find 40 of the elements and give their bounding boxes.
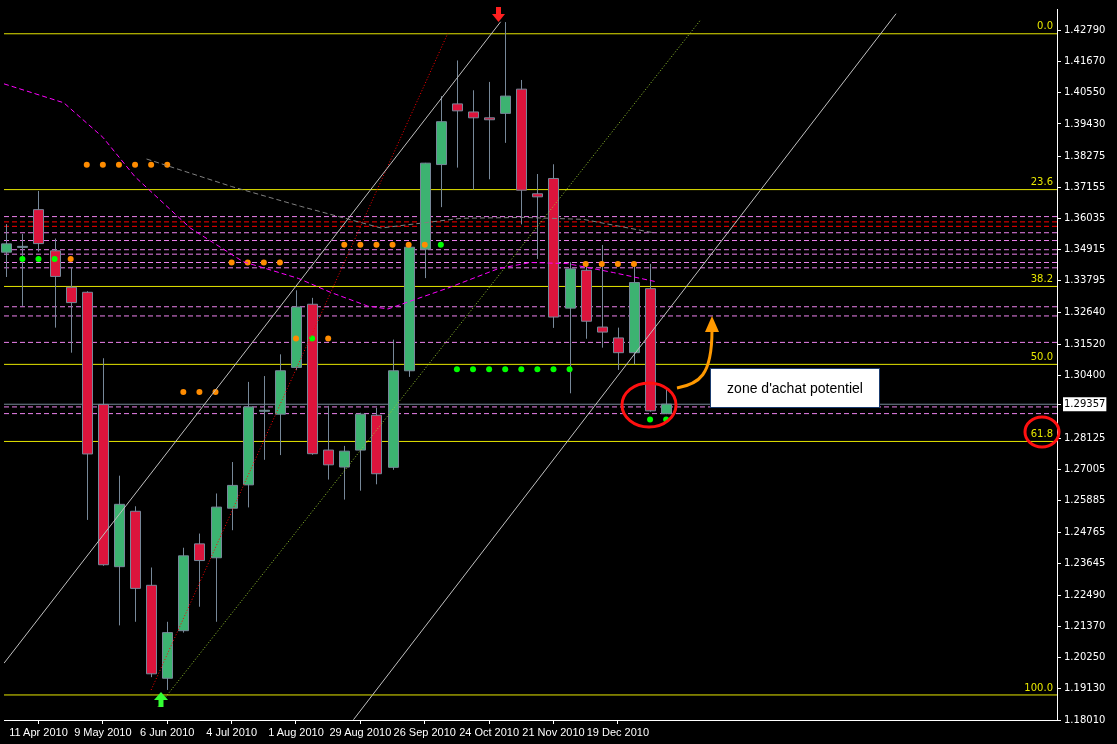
annotation: 100.0: [1024, 681, 1053, 693]
x-tick-label: 1 Aug 2010: [268, 725, 324, 738]
y-tick-label: 1.19130: [1064, 682, 1106, 694]
x-tick-label: 6 Jun 2010: [140, 725, 195, 738]
y-tick-label: 1.29357: [1064, 397, 1106, 409]
y-tick-label: 1.33795: [1064, 274, 1106, 286]
annotation: 50.0: [1030, 350, 1053, 362]
y-tick-label: 1.39430: [1064, 117, 1106, 129]
x-tick-label: 21 Nov 2010: [522, 725, 585, 738]
y-tick-label: 1.31520: [1064, 337, 1106, 349]
x-tick-label: 24 Oct 2010: [459, 725, 520, 738]
y-tick-label: 1.25885: [1064, 494, 1106, 506]
y-tick-label: 1.38275: [1064, 149, 1106, 161]
y-tick-label: 1.28125: [1064, 432, 1106, 444]
y-tick-label: 1.37155: [1064, 180, 1106, 192]
y-tick-label: 1.20250: [1064, 651, 1106, 663]
y-tick-label: 1.41670: [1064, 55, 1106, 67]
x-tick-label: 4 Jul 2010: [206, 725, 257, 738]
annotation: 23.6: [1030, 176, 1053, 188]
y-tick-label: 1.36035: [1064, 212, 1106, 223]
y-tick-label: 1.30400: [1064, 368, 1106, 380]
annotation: zone d'achat potentiel: [710, 368, 880, 408]
annotation: 38.2: [1030, 273, 1053, 285]
x-tick-label: 26 Sep 2010: [393, 725, 456, 738]
y-tick-label: 1.27005: [1064, 463, 1106, 475]
y-tick-label: 1.34915: [1064, 243, 1106, 255]
y-tick-label: 1.23645: [1064, 556, 1106, 568]
y-tick-label: 1.21370: [1064, 620, 1106, 632]
y-tick-label: 1.24765: [1064, 525, 1106, 537]
x-tick-label: 29 Aug 2010: [329, 725, 392, 738]
y-tick-label: 1.32640: [1064, 306, 1106, 318]
x-tick-label: 9 May 2010: [74, 725, 132, 738]
annotation: 61.8: [1030, 428, 1053, 440]
y-tick-label: 1.42790: [1064, 24, 1106, 36]
annotation: 0.0: [1037, 20, 1053, 32]
y-tick-label: 1.40550: [1064, 86, 1106, 98]
x-tick-label: 19 Dec 2010: [586, 725, 650, 738]
y-tick-label: 1.18010: [1064, 713, 1106, 725]
x-tick-label: 11 Apr 2010: [9, 725, 68, 738]
y-tick-label: 1.22490: [1064, 588, 1106, 600]
